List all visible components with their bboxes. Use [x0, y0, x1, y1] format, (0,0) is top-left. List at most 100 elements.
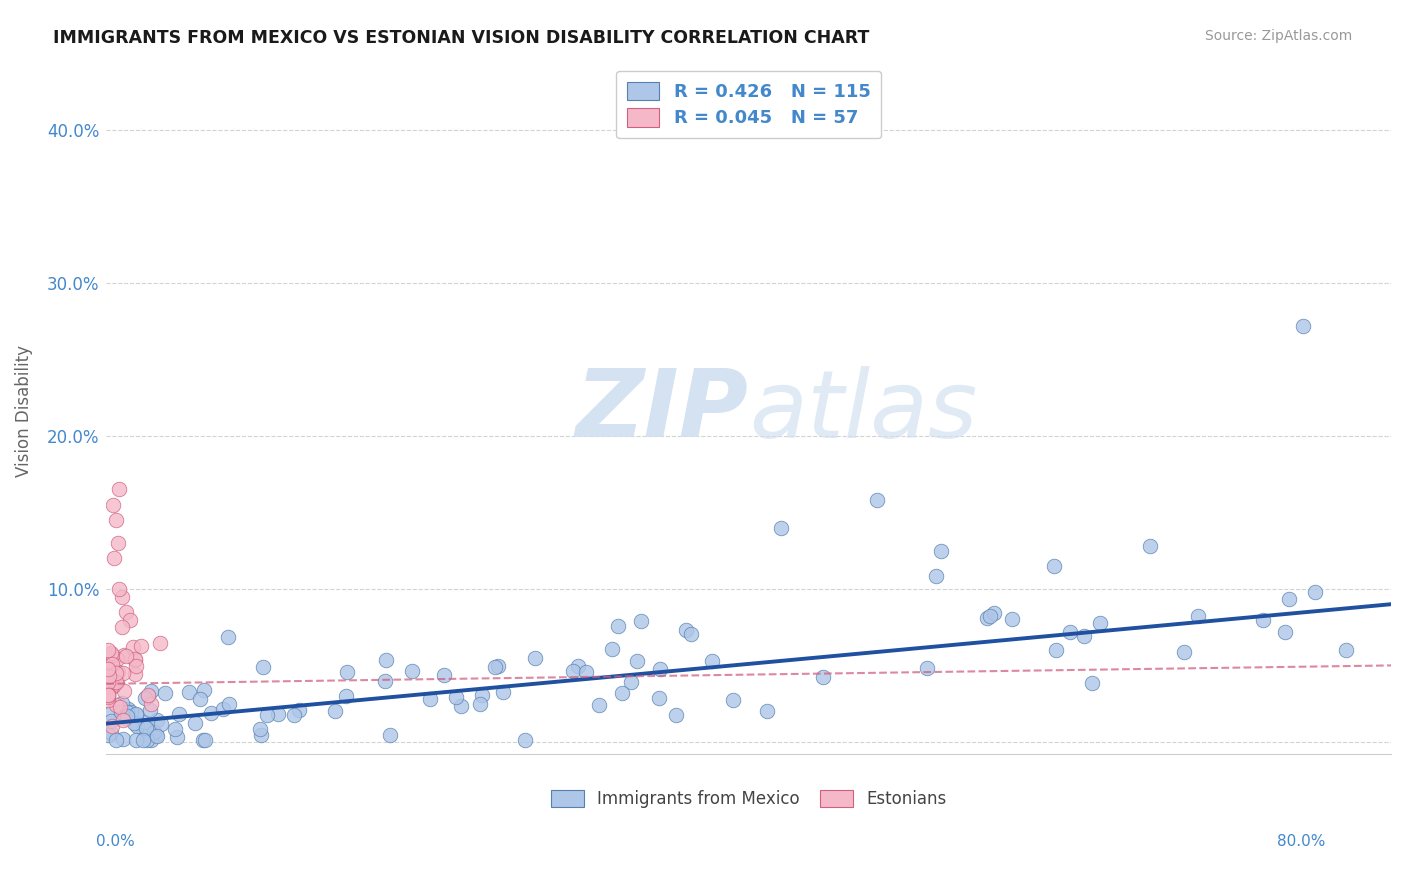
Point: [108, 483, 131, 497]
Point: [630, 615, 652, 629]
Point: [492, 684, 515, 698]
Point: [104, 733, 127, 747]
Point: [323, 704, 346, 718]
Point: [252, 660, 274, 674]
Point: [97, 684, 120, 698]
Point: [100, 714, 122, 728]
Point: [191, 733, 214, 747]
Point: [444, 690, 467, 704]
Point: [97, 688, 120, 702]
Point: [132, 721, 155, 735]
Point: [108, 700, 131, 714]
Point: [721, 693, 744, 707]
Point: [97, 690, 120, 704]
Point: [166, 730, 188, 744]
Point: [249, 722, 271, 736]
Point: [484, 660, 506, 674]
Point: [111, 620, 134, 634]
Point: [866, 493, 889, 508]
Point: [165, 722, 187, 736]
Point: [97, 662, 120, 676]
Point: [107, 536, 129, 550]
Point: [648, 662, 671, 676]
Point: [1251, 613, 1274, 627]
Point: [124, 708, 146, 723]
Point: [1045, 642, 1067, 657]
Point: [125, 706, 148, 721]
Point: [100, 659, 122, 673]
Point: [97, 687, 120, 701]
Point: [120, 705, 142, 719]
Point: [177, 685, 200, 699]
Point: [256, 707, 278, 722]
Point: [924, 568, 946, 582]
Point: [107, 665, 129, 679]
Point: [146, 713, 169, 727]
Point: [607, 619, 630, 633]
Point: [588, 698, 610, 712]
Text: atlas: atlas: [748, 366, 977, 457]
Text: ZIP: ZIP: [576, 366, 748, 458]
Point: [111, 590, 134, 604]
Point: [139, 684, 162, 698]
Point: [1139, 539, 1161, 553]
Point: [1073, 629, 1095, 643]
Point: [104, 665, 127, 680]
Y-axis label: Vision Disability: Vision Disability: [15, 345, 32, 477]
Point: [120, 613, 142, 627]
Point: [139, 697, 162, 711]
Point: [567, 659, 589, 673]
Point: [1334, 643, 1357, 657]
Point: [217, 631, 239, 645]
Point: [1173, 645, 1195, 659]
Point: [142, 725, 165, 739]
Point: [124, 666, 146, 681]
Text: Source: ZipAtlas.com: Source: ZipAtlas.com: [1205, 29, 1353, 43]
Point: [169, 707, 191, 722]
Point: [1305, 584, 1327, 599]
Point: [105, 675, 128, 690]
Point: [194, 733, 217, 747]
Point: [470, 697, 492, 711]
Point: [127, 719, 149, 733]
Point: [1001, 612, 1024, 626]
Point: [124, 715, 146, 730]
Point: [193, 682, 215, 697]
Point: [1042, 558, 1064, 573]
Point: [100, 726, 122, 740]
Point: [419, 692, 441, 706]
Point: [112, 683, 135, 698]
Point: [288, 703, 311, 717]
Point: [915, 661, 938, 675]
Point: [1088, 616, 1111, 631]
Point: [117, 702, 139, 716]
Point: [112, 713, 135, 727]
Point: [101, 719, 124, 733]
Point: [124, 653, 146, 667]
Point: [149, 636, 172, 650]
Point: [249, 728, 271, 742]
Point: [1292, 318, 1315, 333]
Point: [115, 711, 138, 725]
Point: [574, 665, 596, 679]
Point: [136, 688, 159, 702]
Point: [374, 653, 396, 667]
Point: [100, 675, 122, 690]
Point: [104, 513, 127, 527]
Point: [149, 717, 172, 731]
Point: [486, 659, 509, 673]
Point: [135, 722, 157, 736]
Text: IMMIGRANTS FROM MEXICO VS ESTONIAN VISION DISABILITY CORRELATION CHART: IMMIGRANTS FROM MEXICO VS ESTONIAN VISIO…: [53, 29, 870, 46]
Point: [155, 685, 177, 699]
Point: [200, 706, 222, 720]
Point: [702, 654, 724, 668]
Point: [101, 678, 124, 692]
Point: [97, 662, 120, 676]
Point: [184, 716, 207, 731]
Point: [626, 654, 648, 668]
Point: [97, 681, 120, 696]
Point: [100, 648, 122, 663]
Point: [146, 729, 169, 743]
Point: [1081, 676, 1104, 690]
Point: [97, 674, 120, 689]
